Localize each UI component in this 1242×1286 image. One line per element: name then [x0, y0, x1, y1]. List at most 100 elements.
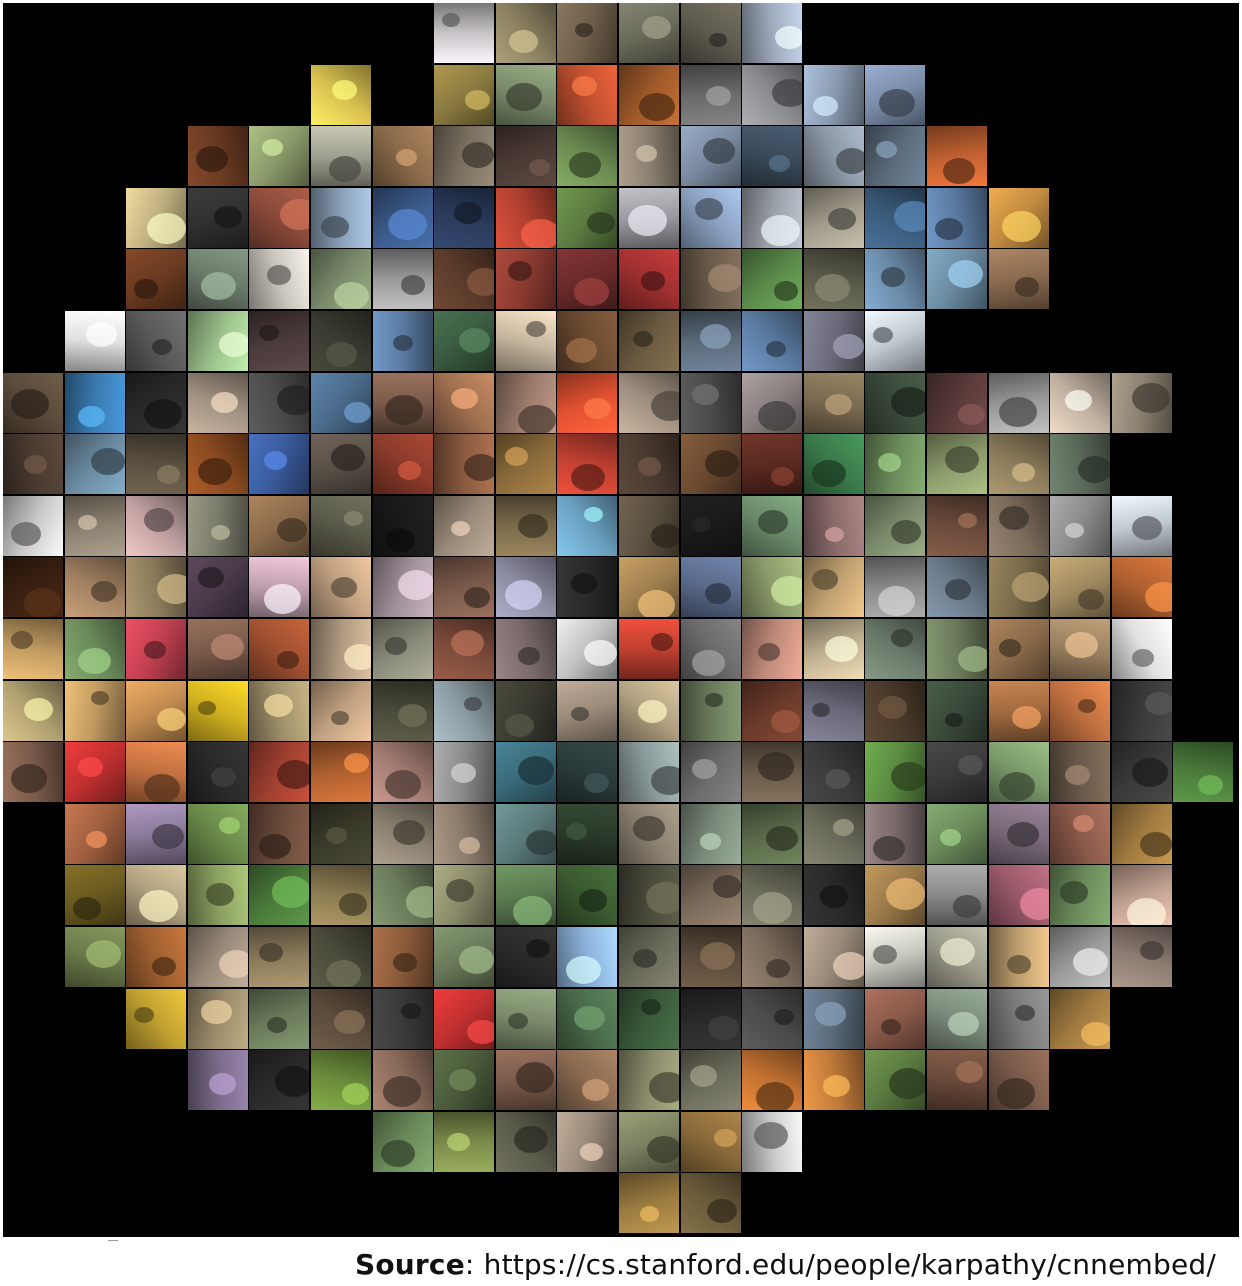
thumbnail-image: [865, 187, 926, 248]
thumbnail-image: [126, 372, 187, 433]
thumbnail-image: [187, 557, 248, 618]
thumbnail-image: [742, 557, 803, 618]
thumbnail-image: [249, 680, 310, 741]
thumbnail-image: [1111, 557, 1172, 618]
thumbnail-image: [3, 619, 63, 679]
thumbnail-image: [434, 619, 495, 679]
thumbnail-image: [988, 680, 1049, 741]
thumbnail-image: [680, 1173, 741, 1234]
thumbnail-image: [680, 495, 741, 556]
thumbnail-image: [311, 495, 371, 556]
thumbnail-image: [126, 557, 187, 618]
thumbnail-image: [495, 619, 556, 679]
thumbnail-image: [3, 495, 63, 556]
thumbnail-image: [803, 434, 864, 495]
thumbnail-image: [1111, 680, 1172, 741]
thumbnail-image: [619, 680, 679, 741]
thumbnail-image: [742, 619, 803, 679]
thumbnail-image: [249, 927, 310, 987]
thumbnail-image: [1050, 434, 1111, 495]
thumbnail-image: [495, 126, 556, 187]
thumbnail-image: [434, 988, 495, 1049]
thumbnail-image: [927, 495, 987, 556]
thumbnail-image: [865, 249, 926, 310]
thumbnail-image: [495, 64, 556, 125]
thumbnail-image: [1050, 372, 1111, 433]
thumbnail-image: [927, 1050, 987, 1111]
thumbnail-image: [1111, 619, 1172, 679]
source-url[interactable]: https://cs.stanford.edu/people/karpathy/…: [483, 1248, 1216, 1281]
thumbnail-image: [619, 64, 679, 125]
thumbnail-image: [249, 434, 310, 495]
thumbnail-image: [187, 311, 248, 371]
thumbnail-image: [557, 742, 618, 803]
thumbnail-image: [311, 249, 371, 310]
thumbnail-image: [311, 557, 371, 618]
thumbnail-image: [680, 803, 741, 864]
thumbnail-image: [619, 3, 679, 63]
thumbnail-image: [495, 1050, 556, 1111]
thumbnail-image: [557, 803, 618, 864]
thumbnail-image: [742, 865, 803, 926]
thumbnail-image: [1111, 803, 1172, 864]
thumbnail-image: [434, 1050, 495, 1111]
thumbnail-image: [1111, 742, 1172, 803]
thumbnail-image: [557, 988, 618, 1049]
thumbnail-image: [311, 619, 371, 679]
thumbnail-image: [927, 187, 987, 248]
thumbnail-image: [495, 803, 556, 864]
thumbnail-image: [434, 1111, 495, 1172]
thumbnail-image: [557, 680, 618, 741]
thumbnail-image: [126, 680, 187, 741]
thumbnail-image: [249, 619, 310, 679]
thumbnail-image: [434, 434, 495, 495]
thumbnail-image: [495, 3, 556, 63]
thumbnail-image: [988, 249, 1049, 310]
thumbnail-image: [1050, 865, 1111, 926]
thumbnail-image: [557, 495, 618, 556]
thumbnail-image: [311, 927, 371, 987]
thumbnail-image: [619, 126, 679, 187]
thumbnail-image: [187, 619, 248, 679]
thumbnail-image: [803, 865, 864, 926]
thumbnail-image: [1050, 619, 1111, 679]
thumbnail-image: [372, 803, 433, 864]
thumbnail-image: [372, 126, 433, 187]
thumbnail-image: [126, 311, 187, 371]
thumbnail-image: [927, 865, 987, 926]
thumbnail-image: [64, 803, 125, 864]
embedding-mosaic: [3, 3, 1239, 1237]
thumbnail-image: [372, 311, 433, 371]
thumbnail-image: [249, 126, 310, 187]
thumbnail-image: [927, 249, 987, 310]
thumbnail-image: [865, 865, 926, 926]
source-label: Source: [354, 1248, 465, 1281]
thumbnail-image: [803, 187, 864, 248]
thumbnail-image: [372, 927, 433, 987]
thumbnail-image: [126, 434, 187, 495]
thumbnail-image: [742, 1050, 803, 1111]
thumbnail-image: [865, 64, 926, 125]
thumbnail-image: [187, 372, 248, 433]
thumbnail-image: [803, 803, 864, 864]
thumbnail-image: [680, 1050, 741, 1111]
thumbnail-image: [680, 742, 741, 803]
thumbnail-image: [865, 126, 926, 187]
thumbnail-image: [803, 619, 864, 679]
thumbnail-image: [865, 434, 926, 495]
thumbnail-image: [742, 64, 803, 125]
thumbnail-image: [988, 865, 1049, 926]
thumbnail-image: [495, 865, 556, 926]
thumbnail-image: [126, 619, 187, 679]
thumbnail-image: [434, 372, 495, 433]
thumbnail-image: [680, 927, 741, 987]
thumbnail-image: [865, 742, 926, 803]
thumbnail-image: [434, 803, 495, 864]
thumbnail-image: [619, 372, 679, 433]
thumbnail-image: [742, 372, 803, 433]
thumbnail-image: [64, 495, 125, 556]
thumbnail-image: [680, 557, 741, 618]
thumbnail-image: [803, 495, 864, 556]
thumbnail-image: [619, 1111, 679, 1172]
source-separator: :: [464, 1248, 484, 1281]
